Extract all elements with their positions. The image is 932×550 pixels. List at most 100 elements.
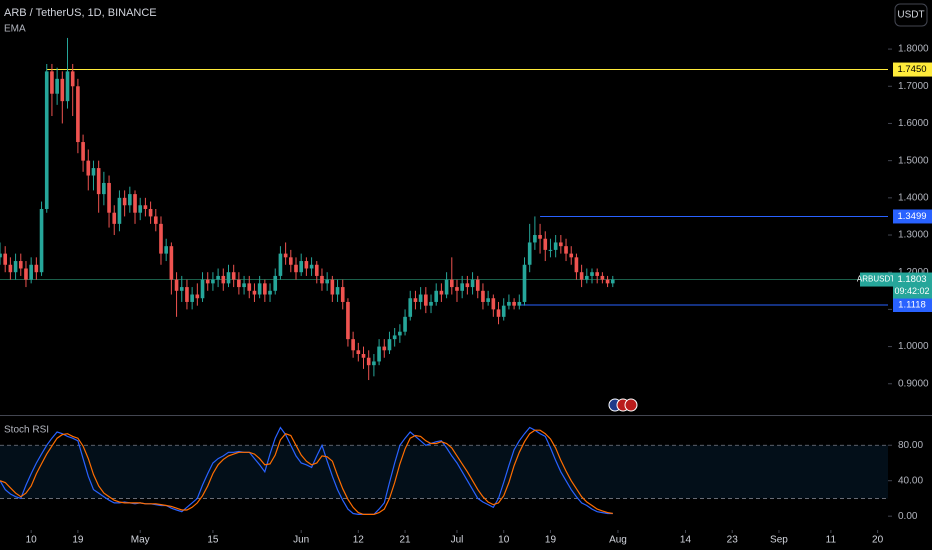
candle-body xyxy=(117,197,122,224)
candle-body xyxy=(237,279,241,288)
x-tick-label: Sep xyxy=(770,535,788,546)
candle-body xyxy=(91,168,96,176)
x-tick-label: 19 xyxy=(72,535,84,546)
y-tick-label: 1.4000 xyxy=(898,192,929,203)
candle-body xyxy=(584,275,589,280)
candle-body xyxy=(548,249,553,251)
candle-body xyxy=(314,264,319,276)
candle-body xyxy=(527,242,532,265)
y-tick-label: 80.00 xyxy=(898,440,923,451)
candle-body xyxy=(309,264,314,269)
candle-body xyxy=(340,287,345,302)
candle-body xyxy=(195,294,200,299)
candle-body xyxy=(50,71,54,94)
candle-body xyxy=(24,268,28,280)
x-tick-label: Jul xyxy=(451,535,464,546)
candle-body xyxy=(377,346,381,362)
x-tick-label: May xyxy=(131,535,150,546)
x-tick-label: 10 xyxy=(498,535,510,546)
candle-body xyxy=(153,216,158,224)
candle-body xyxy=(226,272,231,284)
y-tick-label: 0.00 xyxy=(898,511,918,522)
x-tick-label: Aug xyxy=(609,535,627,546)
candle-body xyxy=(418,294,423,302)
candle-body xyxy=(501,305,506,317)
candle-body xyxy=(268,290,272,295)
candle-body xyxy=(96,168,101,195)
symbol-tag-label: ARBUSDT xyxy=(857,275,895,284)
candle-body xyxy=(491,298,496,310)
candle-body xyxy=(304,261,309,269)
candle-body xyxy=(179,287,184,291)
candle-body xyxy=(221,275,226,284)
candle-body xyxy=(252,290,257,295)
candle-body xyxy=(605,279,610,284)
x-tick-label: 20 xyxy=(872,535,884,546)
x-tick-label: Jun xyxy=(293,535,309,546)
y-tick-label: 1.3000 xyxy=(898,230,929,241)
candle-body xyxy=(455,287,459,291)
candle-body xyxy=(366,357,371,366)
event-icon[interactable] xyxy=(624,398,638,412)
candle-body xyxy=(346,301,350,340)
candle-body xyxy=(190,294,194,302)
candle-body xyxy=(335,287,340,295)
y-tick-label: 40.00 xyxy=(898,475,923,486)
x-tick-label: 15 xyxy=(207,535,219,546)
candle-body xyxy=(408,298,413,317)
candle-body xyxy=(18,261,23,269)
y-tick-label: 1.2000 xyxy=(898,267,929,278)
candle-body xyxy=(579,272,584,280)
price-tag xyxy=(893,62,932,77)
candle-body xyxy=(122,197,127,206)
currency-button[interactable] xyxy=(894,3,928,27)
x-tick-label: 11 xyxy=(826,535,837,546)
candle-body xyxy=(512,301,516,306)
candle-body xyxy=(3,253,8,265)
price-tag-label: 1.3499 xyxy=(897,211,926,222)
y-tick-label: 1.8000 xyxy=(898,44,929,55)
candle-body xyxy=(86,160,91,176)
candle-body xyxy=(102,182,106,195)
currency-label[interactable]: USDT xyxy=(897,10,924,21)
candle-body xyxy=(39,208,44,273)
candle-body xyxy=(70,71,75,87)
candle-body xyxy=(44,71,49,209)
candle-body xyxy=(325,279,329,284)
candle-body xyxy=(382,346,387,351)
candle-body xyxy=(496,309,501,317)
candle-body xyxy=(278,253,283,276)
candle-body xyxy=(590,272,594,276)
candle-body xyxy=(543,238,548,250)
candle-body xyxy=(610,279,615,284)
last-price-tag xyxy=(893,272,932,299)
candle-body xyxy=(128,194,132,206)
candle-body xyxy=(216,275,220,280)
candle-body xyxy=(533,235,537,243)
candle-body xyxy=(55,78,59,94)
y-tick-label: 1.7000 xyxy=(898,81,929,92)
band-fill xyxy=(0,445,888,499)
candle-body xyxy=(429,301,433,306)
candle-body xyxy=(29,264,33,280)
candle-body xyxy=(517,301,522,306)
x-tick-label: 21 xyxy=(399,535,411,546)
candle-body xyxy=(242,283,246,288)
candle-body xyxy=(257,283,262,295)
candle-body xyxy=(449,279,454,288)
event-icons[interactable] xyxy=(608,398,638,412)
candle-body xyxy=(299,261,304,273)
candle-body xyxy=(392,335,397,340)
candle-body xyxy=(522,264,527,302)
candle-body xyxy=(107,182,111,213)
y-tick-label: 1.6000 xyxy=(898,118,929,129)
candle-body xyxy=(439,290,444,295)
candle-body xyxy=(205,279,210,284)
candle-body xyxy=(486,298,490,302)
stoch-line xyxy=(0,429,613,515)
candle-body xyxy=(200,279,205,299)
candle-body xyxy=(34,264,39,273)
candle-body xyxy=(148,208,153,217)
candle-body xyxy=(564,246,568,254)
